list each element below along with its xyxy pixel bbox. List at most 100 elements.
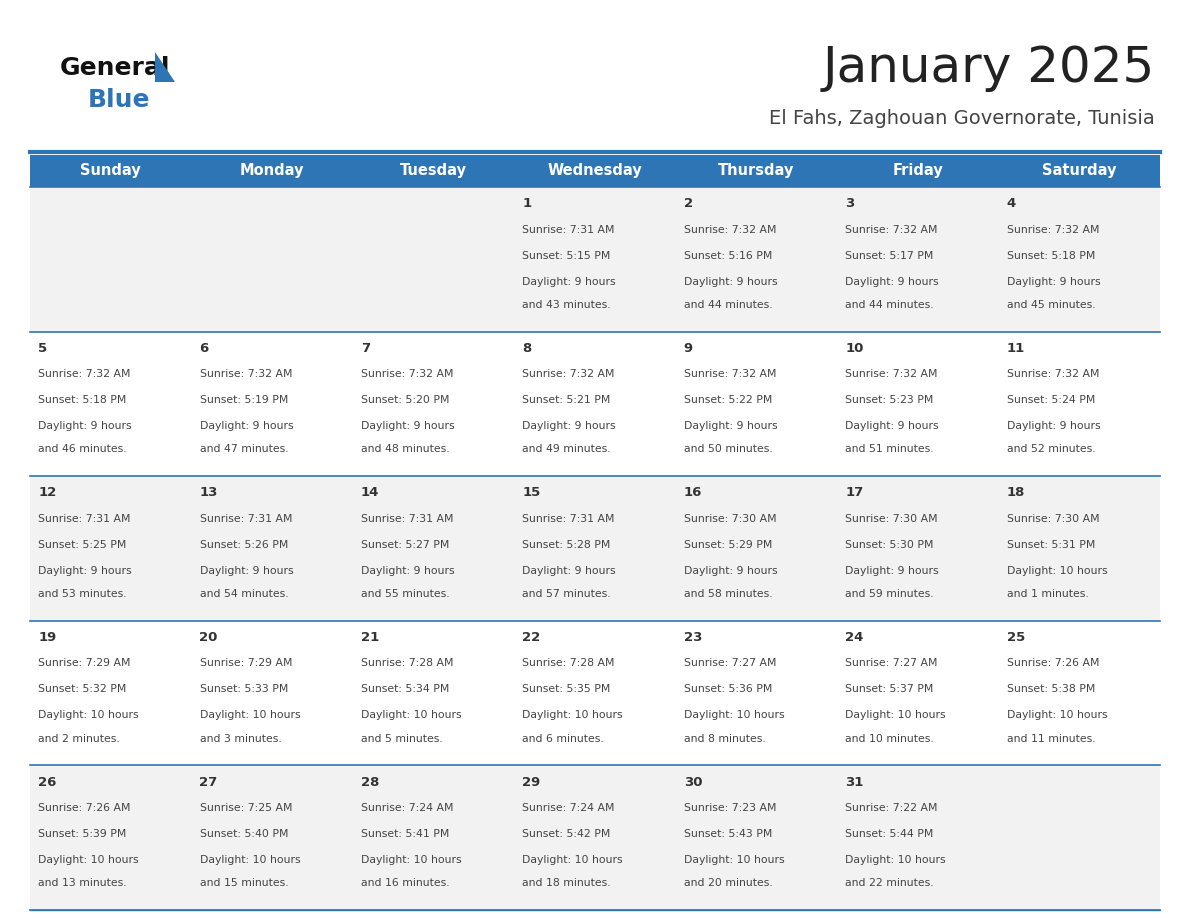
Text: and 48 minutes.: and 48 minutes.	[361, 444, 449, 454]
Bar	[353, 476, 514, 621]
Text: El Fahs, Zaghouan Governorate, Tunisia: El Fahs, Zaghouan Governorate, Tunisia	[770, 108, 1155, 128]
Text: Saturday: Saturday	[1042, 163, 1117, 178]
Text: Sunrise: 7:26 AM: Sunrise: 7:26 AM	[1006, 658, 1099, 668]
Text: Sunset: 5:22 PM: Sunset: 5:22 PM	[684, 396, 772, 405]
Text: Daylight: 9 hours: Daylight: 9 hours	[200, 421, 293, 431]
Text: and 3 minutes.: and 3 minutes.	[200, 733, 282, 744]
Text: Daylight: 10 hours: Daylight: 10 hours	[684, 855, 784, 865]
Text: Daylight: 9 hours: Daylight: 9 hours	[38, 421, 132, 431]
Text: Daylight: 9 hours: Daylight: 9 hours	[523, 421, 617, 431]
Text: Sunset: 5:25 PM: Sunset: 5:25 PM	[38, 540, 126, 550]
Text: Sunset: 5:42 PM: Sunset: 5:42 PM	[523, 829, 611, 839]
Text: and 54 minutes.: and 54 minutes.	[200, 589, 289, 599]
Text: 11: 11	[1006, 341, 1025, 354]
Text: and 45 minutes.: and 45 minutes.	[1006, 300, 1095, 309]
Text: Sunrise: 7:27 AM: Sunrise: 7:27 AM	[684, 658, 776, 668]
Text: Daylight: 10 hours: Daylight: 10 hours	[523, 711, 623, 721]
Bar	[999, 476, 1159, 621]
Text: Daylight: 9 hours: Daylight: 9 hours	[38, 565, 132, 576]
Text: Sunset: 5:40 PM: Sunset: 5:40 PM	[200, 829, 287, 839]
Text: 28: 28	[361, 776, 379, 789]
Text: 13: 13	[200, 487, 217, 499]
Text: Sunrise: 7:32 AM: Sunrise: 7:32 AM	[845, 369, 937, 379]
Text: 18: 18	[1006, 487, 1025, 499]
Text: Sunrise: 7:30 AM: Sunrise: 7:30 AM	[1006, 514, 1099, 524]
Text: Daylight: 9 hours: Daylight: 9 hours	[1006, 276, 1100, 286]
Text: Sunset: 5:29 PM: Sunset: 5:29 PM	[684, 540, 772, 550]
Text: Sunrise: 7:31 AM: Sunrise: 7:31 AM	[361, 514, 454, 524]
Text: Sunrise: 7:32 AM: Sunrise: 7:32 AM	[684, 369, 776, 379]
Text: Sunrise: 7:30 AM: Sunrise: 7:30 AM	[684, 514, 777, 524]
Text: 22: 22	[523, 631, 541, 644]
Text: Sunset: 5:43 PM: Sunset: 5:43 PM	[684, 829, 772, 839]
Text: Sunrise: 7:32 AM: Sunrise: 7:32 AM	[1006, 369, 1099, 379]
Text: Thursday: Thursday	[719, 163, 795, 178]
Text: Sunset: 5:17 PM: Sunset: 5:17 PM	[845, 251, 934, 261]
Text: and 49 minutes.: and 49 minutes.	[523, 444, 611, 454]
Bar	[838, 476, 999, 621]
Text: Friday: Friday	[892, 163, 943, 178]
Bar	[191, 187, 353, 331]
Text: Sunrise: 7:26 AM: Sunrise: 7:26 AM	[38, 803, 131, 813]
Text: Daylight: 10 hours: Daylight: 10 hours	[361, 711, 462, 721]
Text: Sunset: 5:16 PM: Sunset: 5:16 PM	[684, 251, 772, 261]
Text: Sunrise: 7:29 AM: Sunrise: 7:29 AM	[38, 658, 131, 668]
Bar	[353, 331, 514, 476]
Text: 23: 23	[684, 631, 702, 644]
Text: and 46 minutes.: and 46 minutes.	[38, 444, 127, 454]
Text: 8: 8	[523, 341, 531, 354]
Text: Blue: Blue	[88, 88, 151, 112]
Text: Sunrise: 7:32 AM: Sunrise: 7:32 AM	[200, 369, 292, 379]
Text: Daylight: 10 hours: Daylight: 10 hours	[38, 711, 139, 721]
Text: Daylight: 9 hours: Daylight: 9 hours	[684, 276, 777, 286]
Bar	[838, 331, 999, 476]
Text: and 13 minutes.: and 13 minutes.	[38, 879, 127, 889]
Bar	[676, 187, 838, 331]
Text: Sunset: 5:15 PM: Sunset: 5:15 PM	[523, 251, 611, 261]
Text: and 20 minutes.: and 20 minutes.	[684, 879, 772, 889]
Text: and 8 minutes.: and 8 minutes.	[684, 733, 765, 744]
Text: Daylight: 9 hours: Daylight: 9 hours	[684, 421, 777, 431]
Text: and 44 minutes.: and 44 minutes.	[684, 300, 772, 309]
Text: Daylight: 9 hours: Daylight: 9 hours	[1006, 421, 1100, 431]
Text: and 6 minutes.: and 6 minutes.	[523, 733, 605, 744]
Text: Sunrise: 7:25 AM: Sunrise: 7:25 AM	[200, 803, 292, 813]
Text: Sunrise: 7:32 AM: Sunrise: 7:32 AM	[361, 369, 454, 379]
Text: Sunset: 5:18 PM: Sunset: 5:18 PM	[1006, 251, 1095, 261]
Text: Sunrise: 7:29 AM: Sunrise: 7:29 AM	[200, 658, 292, 668]
Text: and 1 minutes.: and 1 minutes.	[1006, 589, 1088, 599]
Text: January 2025: January 2025	[823, 44, 1155, 92]
Text: Monday: Monday	[240, 163, 304, 178]
Text: Daylight: 9 hours: Daylight: 9 hours	[845, 276, 939, 286]
Polygon shape	[154, 52, 175, 82]
Text: 12: 12	[38, 487, 56, 499]
Text: Sunset: 5:27 PM: Sunset: 5:27 PM	[361, 540, 449, 550]
Text: and 10 minutes.: and 10 minutes.	[845, 733, 934, 744]
Text: 19: 19	[38, 631, 56, 644]
Bar	[30, 155, 1159, 187]
Text: and 22 minutes.: and 22 minutes.	[845, 879, 934, 889]
Text: Daylight: 10 hours: Daylight: 10 hours	[200, 711, 301, 721]
Text: Sunset: 5:28 PM: Sunset: 5:28 PM	[523, 540, 611, 550]
Bar	[676, 476, 838, 621]
Text: 17: 17	[845, 487, 864, 499]
Text: Sunday: Sunday	[81, 163, 141, 178]
Text: General: General	[61, 56, 171, 80]
Text: Sunrise: 7:32 AM: Sunrise: 7:32 AM	[684, 225, 776, 235]
Text: 1: 1	[523, 197, 531, 210]
Text: Sunrise: 7:32 AM: Sunrise: 7:32 AM	[1006, 225, 1099, 235]
Text: Daylight: 10 hours: Daylight: 10 hours	[200, 855, 301, 865]
Text: Sunrise: 7:32 AM: Sunrise: 7:32 AM	[38, 369, 131, 379]
Text: 29: 29	[523, 776, 541, 789]
Text: and 15 minutes.: and 15 minutes.	[200, 879, 289, 889]
Text: Daylight: 9 hours: Daylight: 9 hours	[684, 565, 777, 576]
Text: 2: 2	[684, 197, 693, 210]
Bar	[514, 331, 676, 476]
Text: 24: 24	[845, 631, 864, 644]
Text: Daylight: 9 hours: Daylight: 9 hours	[845, 565, 939, 576]
Text: Sunrise: 7:23 AM: Sunrise: 7:23 AM	[684, 803, 776, 813]
Text: 27: 27	[200, 776, 217, 789]
Text: Sunset: 5:26 PM: Sunset: 5:26 PM	[200, 540, 287, 550]
Text: and 16 minutes.: and 16 minutes.	[361, 879, 449, 889]
Text: and 55 minutes.: and 55 minutes.	[361, 589, 449, 599]
